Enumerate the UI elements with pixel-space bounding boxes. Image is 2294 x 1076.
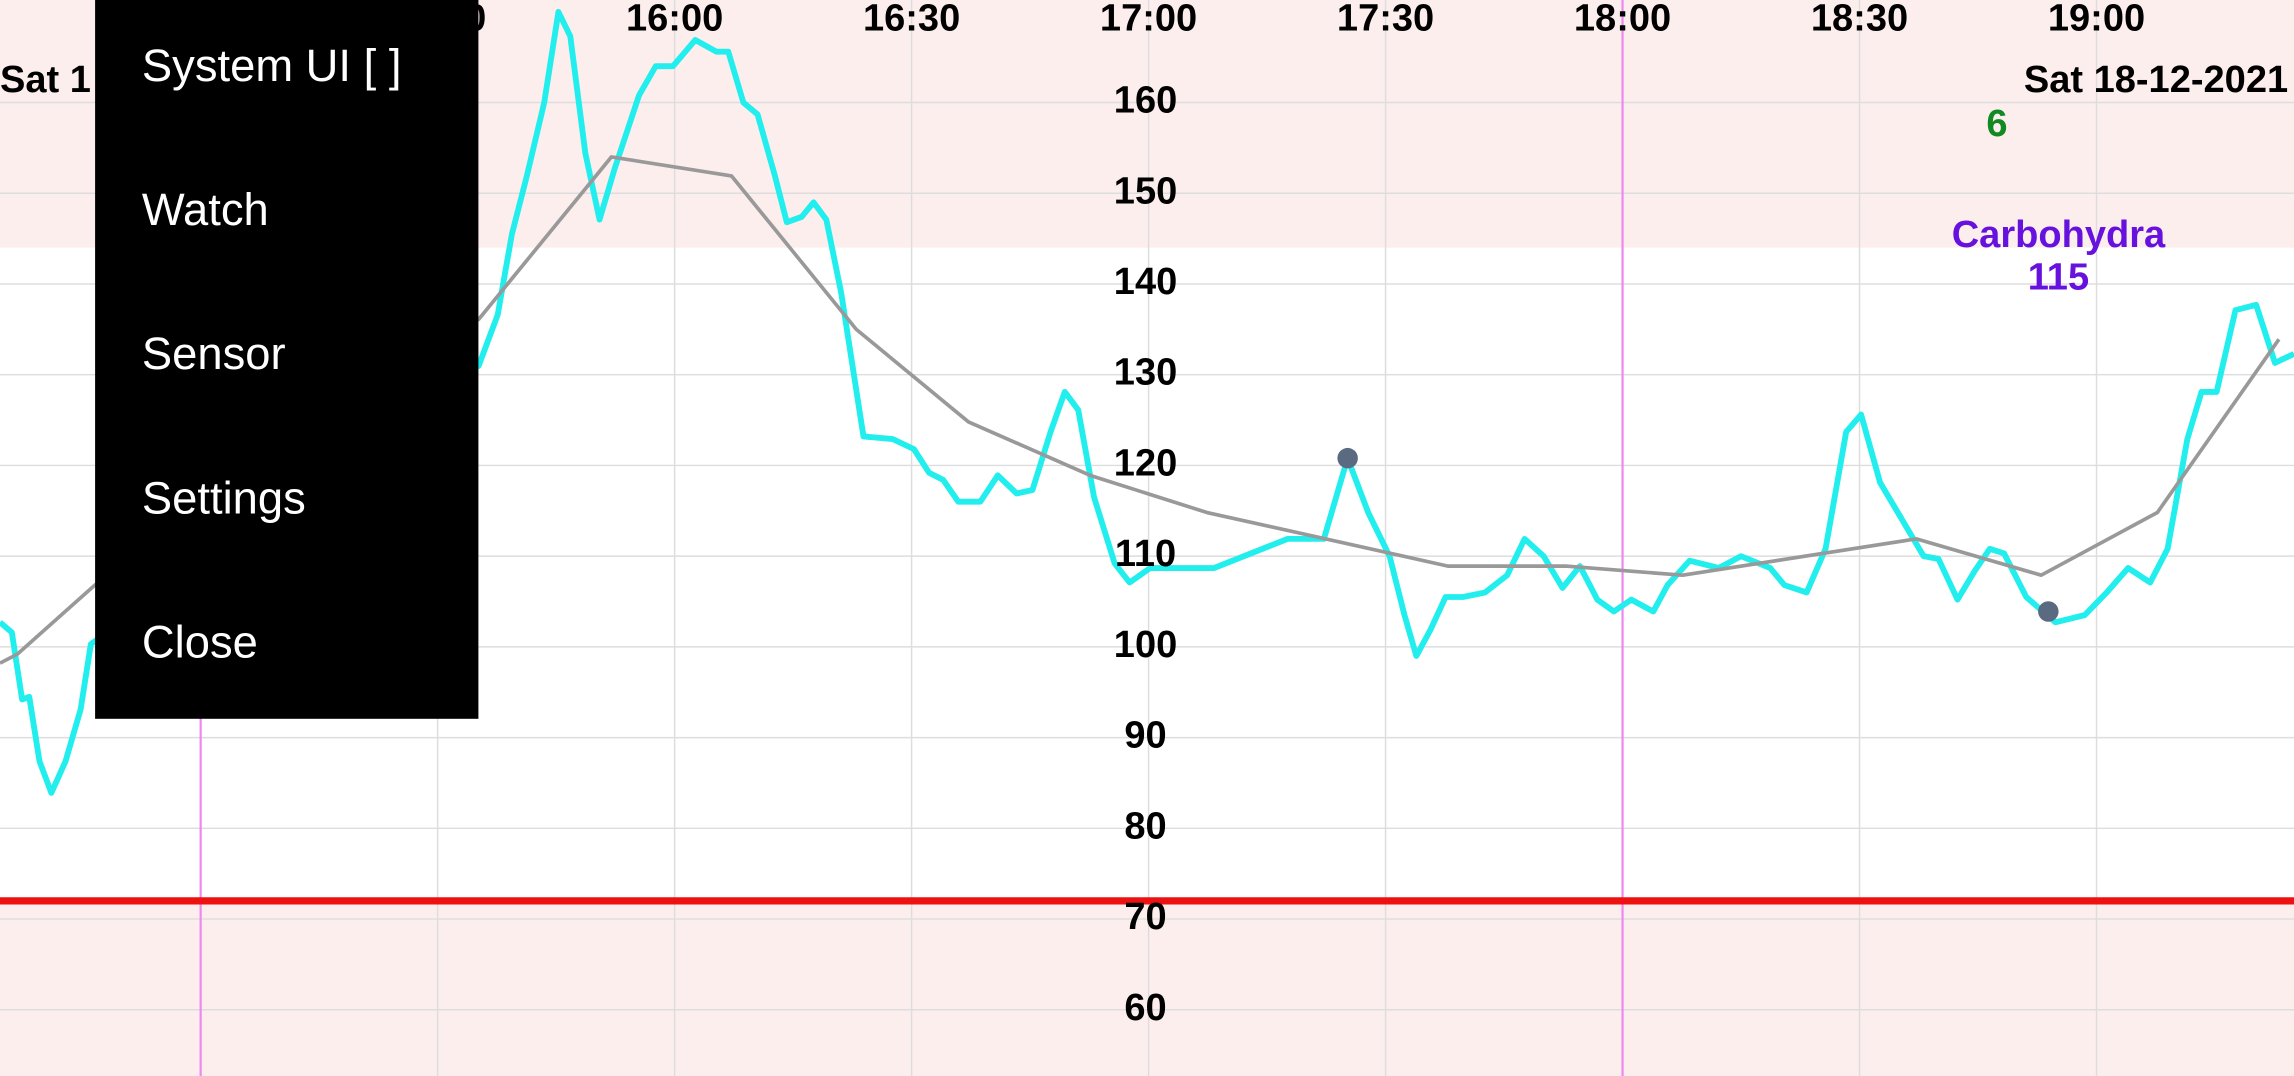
menu-item[interactable]: Settings bbox=[142, 472, 306, 523]
calibration-point bbox=[2038, 601, 2059, 622]
glucose-line bbox=[0, 8, 2294, 796]
menu-item[interactable]: Close bbox=[142, 617, 258, 668]
x-tick-label: 18:00 bbox=[1574, 0, 1671, 40]
date-label: Sat 1 bbox=[0, 59, 91, 101]
x-tick-label: 17:30 bbox=[1337, 0, 1434, 40]
date-label: Sat 18-12-2021 bbox=[2024, 59, 2288, 101]
y-tick-label: 60 bbox=[1124, 987, 1166, 1029]
x-tick-label: 16:00 bbox=[626, 0, 723, 40]
annotation: 6 bbox=[1986, 103, 2007, 145]
y-tick-label: 140 bbox=[1114, 261, 1177, 303]
menu-item[interactable]: System UI [ ] bbox=[142, 40, 402, 91]
annotation: Carbohydra bbox=[1952, 214, 2166, 256]
calibration-point bbox=[1337, 447, 1358, 469]
y-tick-label: 120 bbox=[1114, 442, 1177, 484]
annotation: 115 bbox=[2028, 257, 2089, 299]
y-tick-label: 70 bbox=[1124, 896, 1166, 938]
menu-item[interactable]: Watch bbox=[142, 184, 269, 235]
y-tick-label: 160 bbox=[1114, 80, 1177, 122]
menu-item[interactable]: Sensor bbox=[142, 328, 286, 379]
y-tick-label: 110 bbox=[1115, 533, 1176, 575]
x-tick-label: 18:30 bbox=[1811, 0, 1908, 40]
low-band bbox=[0, 900, 2294, 1076]
y-tick-label: 130 bbox=[1114, 352, 1177, 394]
menu-background bbox=[95, 0, 479, 719]
y-tick-label: 150 bbox=[1114, 170, 1177, 212]
y-tick-label: 90 bbox=[1124, 715, 1166, 757]
x-tick-label: 16:30 bbox=[863, 0, 960, 40]
x-tick-label: 17:00 bbox=[1100, 0, 1197, 40]
y-tick-label: 80 bbox=[1124, 805, 1166, 847]
menu: System UI [ ] Watch Sensor Settings Close bbox=[95, 0, 479, 719]
y-tick-label: 100 bbox=[1114, 624, 1177, 666]
x-tick-label: 19:00 bbox=[2048, 0, 2145, 40]
